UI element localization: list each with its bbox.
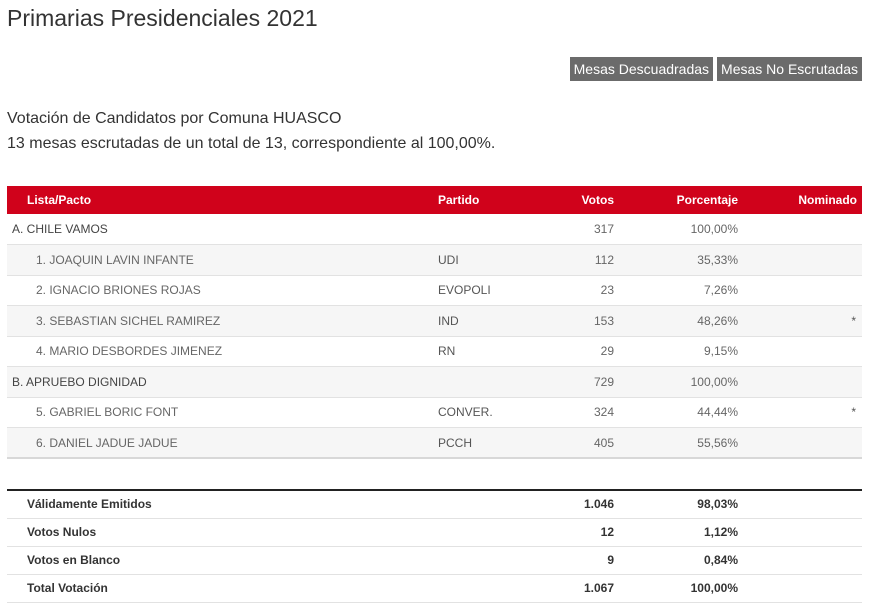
total-label: Válidamente Emitidos — [7, 490, 438, 519]
pacto-row: B. APRUEBO DIGNIDAD 729 100,00% — [7, 366, 862, 398]
candidate-name: 6. DANIEL JADUE JADUE — [7, 427, 438, 459]
totals-table: Válidamente Emitidos 1.046 98,03% Votos … — [7, 489, 862, 603]
porcentaje-cell: 44,44% — [614, 397, 738, 428]
results-table: Lista/Pacto Partido Votos Porcentaje Nom… — [7, 186, 862, 459]
candidate-name: 5. GABRIEL BORIC FONT — [7, 397, 438, 428]
commune-heading: Votación de Candidatos por Comuna HUASCO — [7, 110, 342, 127]
total-porcentaje: 100,00% — [614, 574, 738, 603]
total-votos: 1.067 — [538, 574, 614, 603]
porcentaje-cell: 100,00% — [614, 214, 738, 245]
header-votos: Votos — [538, 186, 614, 214]
total-votos: 12 — [538, 518, 614, 547]
total-spacer — [438, 546, 538, 575]
results-header-row: Lista/Pacto Partido Votos Porcentaje Nom… — [7, 186, 862, 214]
total-spacer — [438, 518, 538, 547]
total-spacer — [738, 546, 862, 575]
nominado-cell: * — [738, 305, 862, 337]
total-label: Total Votación — [7, 574, 438, 603]
candidate-row: 1. JOAQUIN LAVIN INFANTE UDI 112 35,33% — [7, 244, 862, 276]
nominado-cell — [738, 427, 862, 459]
total-porcentaje: 98,03% — [614, 490, 738, 519]
porcentaje-cell: 100,00% — [614, 366, 738, 398]
votos-cell: 317 — [538, 214, 614, 245]
total-row: Válidamente Emitidos 1.046 98,03% — [7, 490, 862, 519]
total-label: Votos en Blanco — [7, 546, 438, 575]
porcentaje-cell: 48,26% — [614, 305, 738, 337]
votos-cell: 729 — [538, 366, 614, 398]
total-votos: 9 — [538, 546, 614, 575]
header-lista: Lista/Pacto — [7, 186, 438, 214]
partido-cell: CONVER. — [438, 397, 538, 428]
header-partido: Partido — [438, 186, 538, 214]
page-title: Primarias Presidenciales 2021 — [7, 5, 318, 31]
nominado-cell — [738, 214, 862, 245]
candidate-name: 1. JOAQUIN LAVIN INFANTE — [7, 244, 438, 276]
nominado-cell — [738, 275, 862, 306]
header-porcentaje: Porcentaje — [614, 186, 738, 214]
partido-cell: IND — [438, 305, 538, 337]
pacto-name: A. CHILE VAMOS — [7, 214, 438, 245]
candidate-row: 6. DANIEL JADUE JADUE PCCH 405 55,56% — [7, 427, 862, 459]
candidate-name: 3. SEBASTIAN SICHEL RAMIREZ — [7, 305, 438, 337]
partido-cell — [438, 366, 538, 398]
total-spacer — [738, 574, 862, 603]
total-spacer — [438, 574, 538, 603]
header-nominado: Nominado — [738, 186, 862, 214]
total-spacer — [438, 490, 538, 519]
total-row: Total Votación 1.067 100,00% — [7, 574, 862, 603]
pacto-name: B. APRUEBO DIGNIDAD — [7, 366, 438, 398]
partido-cell: PCCH — [438, 427, 538, 459]
total-label: Votos Nulos — [7, 518, 438, 547]
votos-cell: 112 — [538, 244, 614, 276]
candidate-row: 5. GABRIEL BORIC FONT CONVER. 324 44,44%… — [7, 397, 862, 428]
votos-cell: 23 — [538, 275, 614, 306]
candidate-row: 4. MARIO DESBORDES JIMENEZ RN 29 9,15% — [7, 336, 862, 367]
partido-cell: RN — [438, 336, 538, 367]
action-buttons: Mesas Descuadradas Mesas No Escrutadas — [569, 57, 862, 81]
total-spacer — [738, 518, 862, 547]
nominado-cell — [738, 244, 862, 276]
nominado-cell — [738, 336, 862, 367]
nominado-cell — [738, 366, 862, 398]
scrutiny-summary: 13 mesas escrutadas de un total de 13, c… — [7, 135, 496, 152]
total-porcentaje: 1,12% — [614, 518, 738, 547]
partido-cell: EVOPOLI — [438, 275, 538, 306]
mesas-no-escrutadas-button[interactable]: Mesas No Escrutadas — [717, 57, 862, 81]
porcentaje-cell: 9,15% — [614, 336, 738, 367]
total-row: Votos en Blanco 9 0,84% — [7, 546, 862, 575]
porcentaje-cell: 55,56% — [614, 427, 738, 459]
total-spacer — [738, 490, 862, 519]
total-porcentaje: 0,84% — [614, 546, 738, 575]
votos-cell: 153 — [538, 305, 614, 337]
candidate-name: 2. IGNACIO BRIONES ROJAS — [7, 275, 438, 306]
pacto-row: A. CHILE VAMOS 317 100,00% — [7, 214, 862, 245]
candidate-row: 3. SEBASTIAN SICHEL RAMIREZ IND 153 48,2… — [7, 305, 862, 337]
votos-cell: 405 — [538, 427, 614, 459]
votos-cell: 29 — [538, 336, 614, 367]
partido-cell — [438, 214, 538, 245]
total-votos: 1.046 — [538, 490, 614, 519]
total-row: Votos Nulos 12 1,12% — [7, 518, 862, 547]
porcentaje-cell: 7,26% — [614, 275, 738, 306]
porcentaje-cell: 35,33% — [614, 244, 738, 276]
candidate-name: 4. MARIO DESBORDES JIMENEZ — [7, 336, 438, 367]
nominado-cell: * — [738, 397, 862, 428]
candidate-row: 2. IGNACIO BRIONES ROJAS EVOPOLI 23 7,26… — [7, 275, 862, 306]
mesas-descuadradas-button[interactable]: Mesas Descuadradas — [569, 57, 714, 81]
partido-cell: UDI — [438, 244, 538, 276]
votos-cell: 324 — [538, 397, 614, 428]
